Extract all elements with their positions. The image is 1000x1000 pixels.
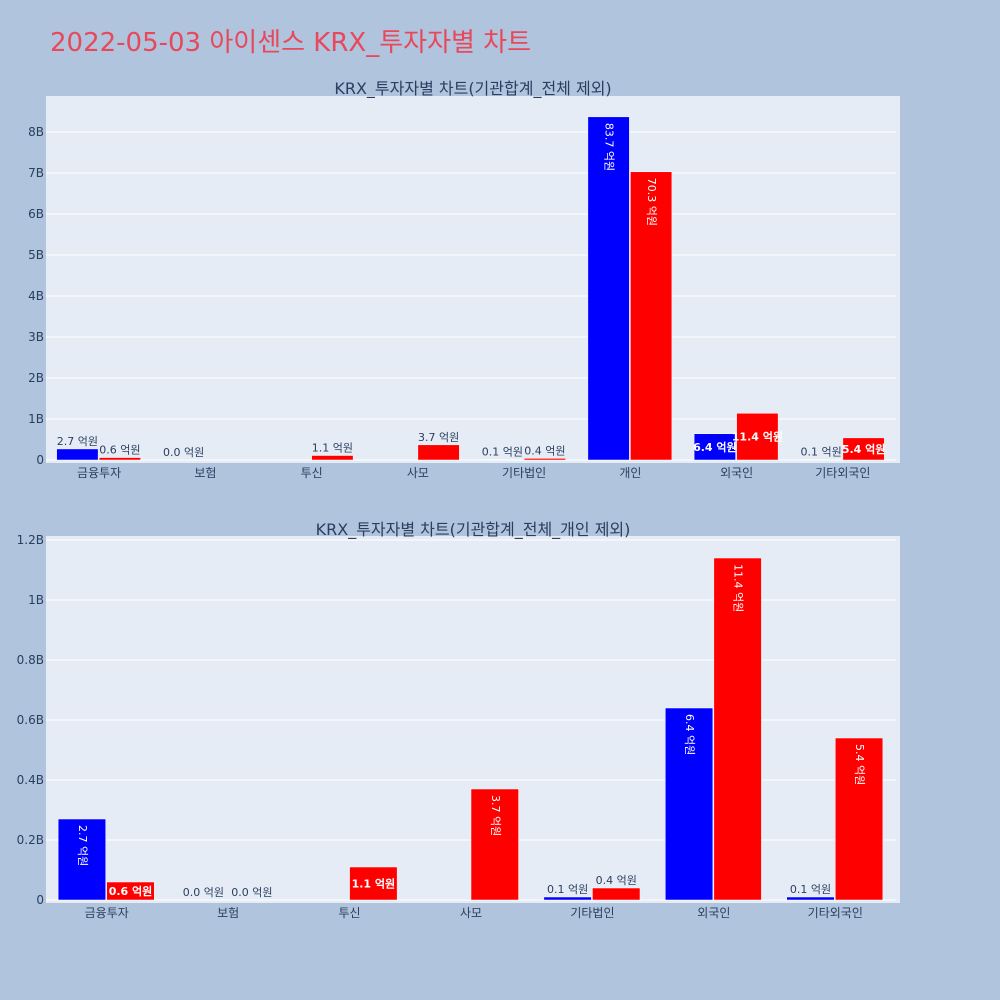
bar-sell: [592, 887, 641, 901]
data-label: 3.7 억원: [418, 431, 459, 444]
chart-title: KRX_투자자별 차트(기관합계_전체 제외): [334, 79, 611, 99]
data-label: 0.1 억원: [482, 446, 523, 459]
x-tick-label: 기타법인: [570, 906, 614, 920]
data-label: 6.4 억원: [693, 440, 737, 454]
data-label: 0.0 억원: [231, 886, 272, 899]
bar-buy: [693, 433, 736, 461]
x-tick-label: 보험: [217, 906, 239, 920]
bar-sell: [349, 866, 398, 901]
x-tick-label: 사모: [407, 466, 429, 480]
data-label: 2.7 억원: [57, 435, 98, 448]
x-tick-label: 기타외국인: [808, 906, 863, 920]
bar-buy: [57, 818, 106, 901]
data-label: 0.4 억원: [524, 444, 565, 457]
bar-buy: [543, 896, 592, 901]
y-tick-label: 8B: [28, 125, 44, 139]
data-label: 3.7 억원: [489, 795, 502, 836]
y-tick-label: 5B: [28, 248, 44, 262]
y-tick-label: 0.2B: [17, 833, 44, 847]
data-label: 70.3 억원: [645, 178, 658, 226]
bar-sell: [835, 737, 884, 901]
bar-sell: [523, 458, 566, 461]
chart-1: KRX_투자자별 차트(기관합계_전체 제외) 0 1B 2B 3B 4B 5B 6B 7B 8B…: [28, 79, 900, 480]
data-label: 0.1 억원: [547, 883, 588, 896]
data-label: 6.4 억원: [683, 714, 696, 755]
y-tick-label: 3B: [28, 330, 44, 344]
data-label: 1.1 억원: [312, 441, 353, 454]
x-tick-label: 투신: [339, 906, 361, 920]
x-tick-label: 금융투자: [77, 466, 121, 480]
y-tick-label: 0.4B: [17, 773, 44, 787]
bar-sell: [842, 437, 885, 461]
chart-title: KRX_투자자별 차트(기관합계_전체_개인 제외): [316, 520, 631, 540]
data-label: 0.0 억원: [183, 886, 224, 899]
bar-sell: [630, 171, 673, 461]
data-label: 0.1 억원: [801, 446, 842, 459]
x-tick-label: 기타법인: [502, 466, 546, 480]
y-tick-label: 0.6B: [17, 713, 44, 727]
bar-sell: [98, 457, 141, 461]
data-label: 0.6 억원: [109, 884, 153, 898]
data-label: 0.6 억원: [99, 444, 140, 457]
chart-2: KRX_투자자별 차트(기관합계_전체_개인 제외) 0 0.2B 0.4B 0.6B 0…: [17, 520, 900, 920]
y-tick-label: 1B: [28, 593, 44, 607]
bar-sell: [713, 557, 762, 901]
y-tick-label: 0: [36, 893, 44, 907]
bar-sell: [311, 455, 354, 461]
x-tick-label: 사모: [460, 906, 482, 920]
y-tick-label: 1.2B: [17, 533, 44, 547]
x-tick-label: 보험: [194, 466, 216, 480]
x-tick-label: 투신: [301, 466, 323, 480]
y-tick-label: 7B: [28, 166, 44, 180]
bar-buy: [56, 448, 99, 461]
data-label: 2.7 억원: [76, 825, 89, 866]
plot-area: [46, 96, 900, 463]
y-tick-label: 0: [36, 453, 44, 467]
y-tick-label: 0.8B: [17, 653, 44, 667]
bar-buy: [786, 896, 835, 901]
bar-sell: [736, 413, 779, 461]
bar-sell: [417, 444, 460, 461]
y-tick-label: 2B: [28, 371, 44, 385]
y-tick-label: 4B: [28, 289, 44, 303]
data-label: 0.4 억원: [596, 874, 637, 887]
y-tick-label: 1B: [28, 412, 44, 426]
data-label: 0.0 억원: [163, 446, 204, 459]
bar-sell: [470, 788, 519, 901]
bar-buy: [587, 116, 630, 461]
data-label: 5.4 억원: [853, 744, 866, 785]
data-label: 0.1 억원: [790, 883, 831, 896]
data-label: 1.1 억원: [352, 877, 396, 891]
page-title: 2022-05-03 아이센스 KRX_투자자별 차트: [50, 28, 532, 58]
x-tick-label: 외국인: [720, 466, 753, 480]
x-tick-label: 금융투자: [85, 906, 129, 920]
data-label: 11.4 억원: [732, 430, 783, 444]
bar-sell: [106, 881, 155, 901]
x-tick-label: 개인: [619, 466, 641, 480]
x-tick-label: 외국인: [697, 906, 730, 920]
y-tick-label: 6B: [28, 207, 44, 221]
data-label: 83.7 억원: [603, 123, 616, 171]
data-label: 11.4 억원: [732, 564, 745, 612]
x-tick-label: 기타외국인: [815, 466, 870, 480]
bar-buy: [665, 707, 714, 901]
data-label: 5.4 억원: [842, 442, 886, 456]
